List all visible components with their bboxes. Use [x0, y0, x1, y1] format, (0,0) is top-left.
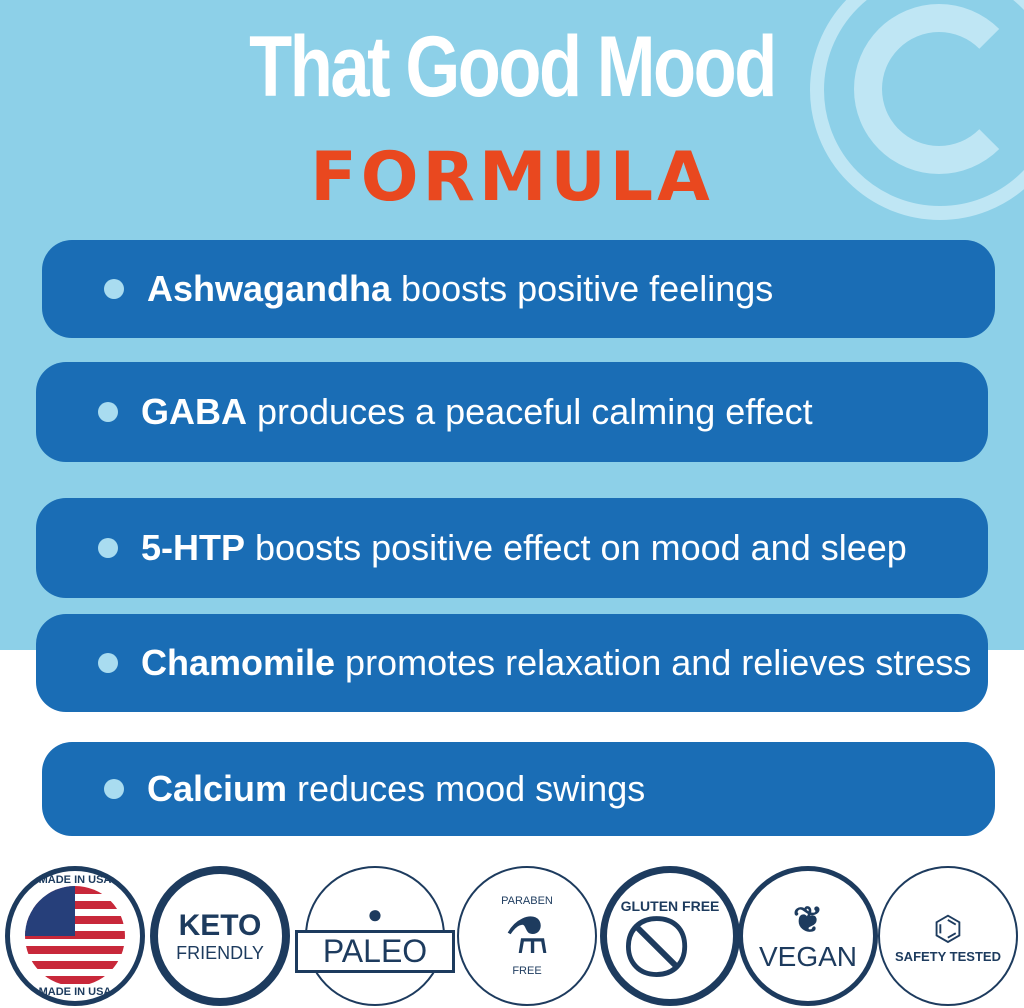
bullet-icon [98, 538, 118, 558]
ingredient-benefit: produces a peaceful calming effect [247, 391, 813, 432]
badge-label: SAFETY TESTED [895, 948, 1001, 964]
ingredient-name: Calcium [147, 768, 288, 809]
made-in-usa-badge: MADE IN USA MADE IN USA [5, 866, 145, 1006]
ingredient-item: GABA produces a peaceful calming effect [36, 362, 988, 462]
headline: That Good Mood [249, 19, 777, 115]
badge-label: MADE IN USA [38, 874, 112, 886]
paleo-badge: ● PALEO [295, 866, 455, 1006]
ingredient-item: 5-HTP boosts positive effect on mood and… [36, 498, 988, 598]
bullet-icon [104, 279, 124, 299]
paraben-free-badge: PARABEN ⚗ FREE [457, 866, 597, 1006]
safety-tested-badge: ⌬ SAFETY TESTED [878, 866, 1018, 1006]
certification-badges: MADE IN USA MADE IN USA KETO FRIENDLY ● PAL… [0, 860, 1024, 1008]
ingredient-benefit: promotes relaxation and relieves stress [335, 642, 972, 683]
keto-badge: KETO FRIENDLY [150, 866, 290, 1006]
badge-label: KETO [178, 908, 262, 942]
ingredient-item: Calcium reduces mood swings [42, 742, 995, 836]
molecule-icon: ⌬ [933, 909, 963, 948]
badge-label: GLUTEN FREE [620, 898, 720, 914]
vegan-badge: ❦ VEGAN [738, 866, 878, 1006]
leaf-icon: ❦ [792, 899, 824, 940]
ingredient-benefit: boosts positive effect on mood and sleep [245, 527, 907, 568]
bullet-icon [98, 653, 118, 673]
subheadline: FORMULA [310, 138, 714, 217]
badge-label: FRIENDLY [176, 942, 264, 963]
ingredient-item: Ashwagandha boosts positive feelings [42, 240, 995, 338]
us-flag-icon [25, 886, 125, 986]
ingredient-name: Ashwagandha [147, 268, 392, 309]
ingredient-benefit: boosts positive feelings [391, 268, 774, 309]
bullet-icon [104, 779, 124, 799]
badge-label: MADE IN USA [38, 986, 112, 998]
ingredient-item: Chamomile promotes relaxation and reliev… [36, 614, 988, 712]
ingredient-benefit: reduces mood swings [287, 768, 646, 809]
flask-icon: ⚗ [504, 908, 550, 964]
bullet-icon [98, 402, 118, 422]
ingredient-name: GABA [141, 391, 247, 432]
avocado-icon: ● [367, 899, 383, 929]
ingredient-name: Chamomile [141, 642, 336, 683]
badge-label: FREE [512, 965, 542, 977]
ingredient-name: 5-HTP [141, 527, 246, 568]
badge-label: PARABEN [501, 895, 553, 907]
gluten-free-badge: GLUTEN FREE⃠ [600, 866, 740, 1006]
